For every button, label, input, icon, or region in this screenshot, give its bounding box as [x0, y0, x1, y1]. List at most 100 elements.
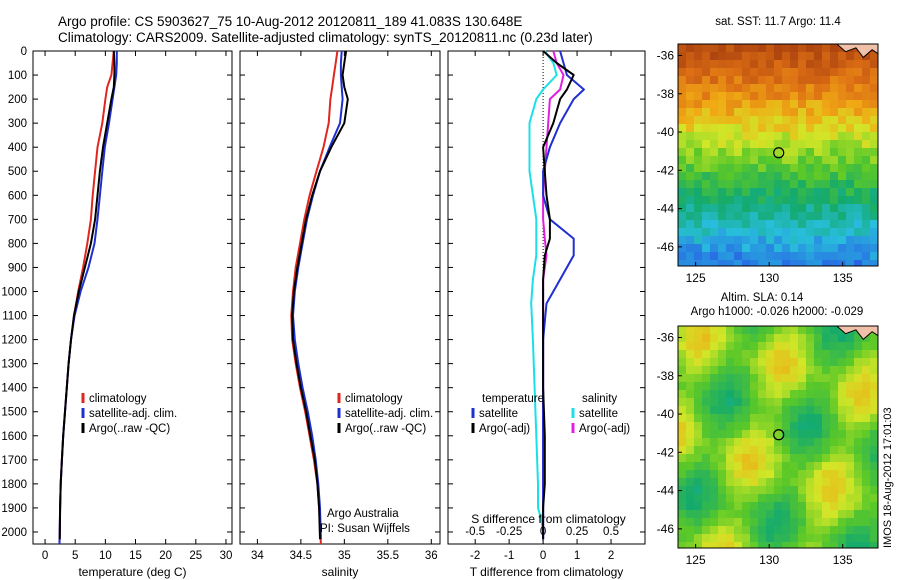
- map-cell: [774, 414, 783, 423]
- map-cell: [870, 236, 878, 245]
- map-cell: [694, 494, 703, 503]
- map-cell: [854, 542, 863, 548]
- map-cell: [726, 228, 735, 237]
- map-cell: [782, 430, 791, 439]
- map-cell: [862, 188, 871, 197]
- map-cell: [758, 100, 767, 109]
- map-cell: [846, 172, 855, 181]
- map-cell: [774, 180, 783, 189]
- map-cell: [758, 140, 767, 149]
- temperature-legend-label: climatology: [89, 393, 147, 405]
- map-cell: [790, 414, 799, 423]
- map-cell: [798, 478, 807, 487]
- map-cell: [742, 92, 751, 101]
- map-cell: [694, 398, 703, 407]
- map-cell: [702, 156, 711, 165]
- map-cell: [782, 116, 791, 125]
- map-cell: [838, 100, 847, 109]
- map-cell: [742, 52, 751, 61]
- map-cell: [710, 438, 719, 447]
- map-cell: [718, 502, 727, 511]
- map-cell: [798, 180, 807, 189]
- map-cell: [782, 148, 791, 157]
- map-cell: [710, 526, 719, 535]
- map-cell: [758, 108, 767, 117]
- map-cell: [678, 486, 687, 495]
- map-cell: [862, 510, 871, 519]
- map-cell: [814, 326, 823, 335]
- map-cell: [750, 116, 759, 125]
- difference-temperature-legend-label: satellite: [479, 408, 518, 420]
- map-cell: [822, 188, 831, 197]
- map-cell: [790, 84, 799, 93]
- map-cell: [742, 366, 751, 375]
- map-cell: [694, 44, 703, 53]
- map-cell: [742, 68, 751, 77]
- map-cell: [702, 52, 711, 61]
- map-cell: [870, 454, 878, 463]
- map-cell: [766, 260, 775, 266]
- map-cell: [790, 156, 799, 165]
- map-cell: [774, 44, 783, 53]
- map-cell: [830, 156, 839, 165]
- map-cell: [734, 140, 743, 149]
- map-cell: [838, 172, 847, 181]
- map-cell: [854, 430, 863, 439]
- map-cell: [774, 204, 783, 213]
- map-panels: [677, 43, 879, 549]
- map-cell: [798, 244, 807, 253]
- salinity-difference-tick-label: 0.25: [566, 526, 588, 538]
- map-cell: [862, 220, 871, 229]
- map-cell: [854, 446, 863, 455]
- depth-tick-label: 1700: [1, 455, 27, 467]
- map-cell: [686, 172, 695, 181]
- depth-tick-label: 200: [8, 94, 27, 106]
- map-cell: [734, 52, 743, 61]
- map-cell: [782, 124, 791, 133]
- map-cell: [838, 140, 847, 149]
- map-cell: [734, 454, 743, 463]
- map-cell: [702, 188, 711, 197]
- map-cell: [854, 236, 863, 245]
- map-cell: [734, 220, 743, 229]
- map-cell: [870, 156, 878, 165]
- map-cell: [798, 430, 807, 439]
- map-cell: [846, 116, 855, 125]
- map-cell: [694, 196, 703, 205]
- map-cell: [806, 414, 815, 423]
- map-cell: [822, 494, 831, 503]
- map-cell: [750, 44, 759, 53]
- map-cell: [846, 398, 855, 407]
- map-cell: [790, 398, 799, 407]
- map-cell: [822, 446, 831, 455]
- map-cell: [694, 518, 703, 527]
- map-cell: [694, 76, 703, 85]
- map-cell: [710, 342, 719, 351]
- map-cell: [822, 334, 831, 343]
- map-cell: [726, 326, 735, 335]
- map-cell: [766, 148, 775, 157]
- map-cell: [766, 486, 775, 495]
- map-cell: [718, 156, 727, 165]
- map-cell: [686, 414, 695, 423]
- map-cell: [678, 180, 687, 189]
- map-cell: [798, 156, 807, 165]
- map-cell: [806, 486, 815, 495]
- map-cell: [726, 350, 735, 359]
- map-cell: [846, 470, 855, 479]
- map-cell: [678, 204, 687, 213]
- map-cell: [750, 526, 759, 535]
- map-cell: [750, 52, 759, 61]
- map-cell: [702, 44, 711, 53]
- map-cell: [774, 390, 783, 399]
- map-cell: [734, 502, 743, 511]
- map-cell: [750, 132, 759, 141]
- map-cell: [814, 244, 823, 253]
- map-y-tick-label: -42: [657, 445, 675, 459]
- map-cell: [702, 116, 711, 125]
- map-cell: [726, 486, 735, 495]
- map-cell: [790, 204, 799, 213]
- map-cell: [686, 180, 695, 189]
- map-cell: [838, 180, 847, 189]
- map-cell: [830, 478, 839, 487]
